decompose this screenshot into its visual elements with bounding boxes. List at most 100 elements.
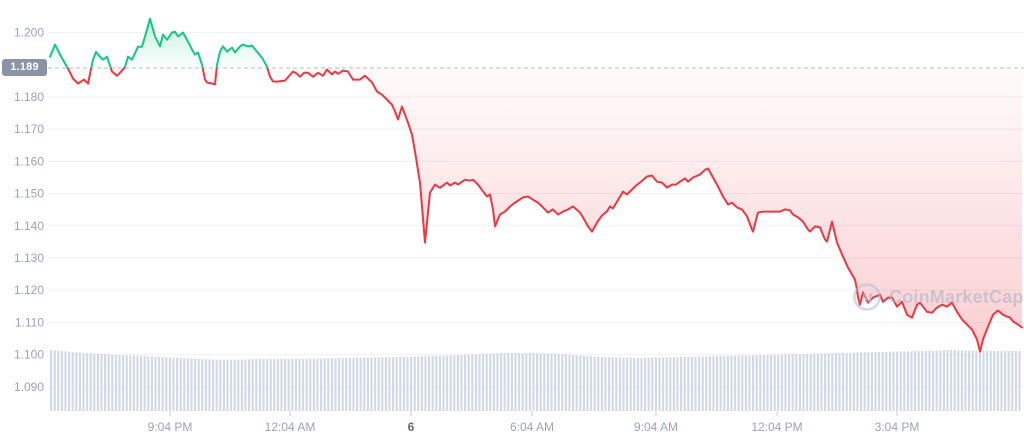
- volume-bar: [366, 357, 369, 411]
- volume-bar: [579, 355, 582, 411]
- volume-bar: [978, 351, 981, 411]
- volume-bar: [784, 354, 787, 411]
- volume-bar: [330, 358, 333, 411]
- volume-bar: [219, 360, 222, 411]
- volume-bar: [816, 353, 819, 411]
- volume-bar: [100, 354, 103, 411]
- volume-bar: [338, 358, 341, 412]
- volume-bar: [672, 357, 675, 411]
- volume-bar: [665, 357, 668, 411]
- volume-bar: [849, 352, 852, 411]
- volume-bar: [845, 352, 848, 411]
- volume-bar: [302, 358, 305, 411]
- x-axis-label: 6: [408, 420, 415, 434]
- volume-bar: [237, 359, 240, 411]
- volume-bar: [572, 354, 575, 411]
- volume-bar: [863, 352, 866, 411]
- volume-bar: [712, 356, 715, 411]
- volume-bar: [651, 357, 654, 411]
- volume-bar: [255, 359, 258, 411]
- volume-bar: [676, 357, 679, 411]
- volume-bar: [176, 357, 179, 411]
- volume-bar: [644, 357, 647, 411]
- volume-bar: [204, 359, 207, 411]
- volume-bar: [719, 356, 722, 411]
- volume-bar: [561, 354, 564, 411]
- volume-bar: [968, 350, 971, 411]
- y-axis-label: 1.120: [14, 283, 44, 297]
- volume-bar: [521, 353, 524, 411]
- volume-bar: [957, 350, 960, 411]
- volume-bar: [93, 353, 96, 411]
- volume-bar: [575, 355, 578, 411]
- volume-bar: [546, 353, 549, 411]
- volume-bar: [615, 357, 618, 411]
- volume-bar: [122, 355, 125, 411]
- volume-bar: [467, 354, 470, 411]
- x-axis-label: 9:04 PM: [148, 420, 193, 434]
- volume-bar: [996, 351, 999, 411]
- volume-bar: [604, 357, 607, 411]
- volume-bar: [770, 354, 773, 411]
- volume-bar: [539, 353, 542, 411]
- volume-bar: [212, 359, 215, 411]
- volume-bar: [950, 350, 953, 411]
- volume-bar: [359, 357, 362, 411]
- volume-bar: [687, 356, 690, 411]
- x-axis-label: 12:04 PM: [751, 420, 802, 434]
- volume-bar: [140, 356, 143, 411]
- volume-bar: [766, 354, 769, 411]
- volume-bar: [777, 354, 780, 411]
- volume-bar: [309, 358, 312, 411]
- volume-bar: [406, 356, 409, 411]
- volume-bar: [564, 354, 567, 411]
- price-area-fill-down: [50, 68, 1022, 352]
- volume-bar: [334, 358, 337, 411]
- volume-bar: [287, 359, 290, 411]
- volume-bar: [50, 350, 53, 411]
- volume-bar: [726, 355, 729, 411]
- volume-bar: [690, 356, 693, 411]
- volume-bar: [532, 353, 535, 411]
- volume-bar: [752, 355, 755, 411]
- volume-bar: [802, 353, 805, 411]
- volume-bar: [428, 356, 431, 411]
- volume-bar: [759, 355, 762, 411]
- volume-bar: [118, 354, 121, 411]
- volume-bar: [514, 353, 517, 411]
- volume-bar: [474, 354, 477, 411]
- volume-bar: [298, 359, 301, 411]
- volume-bar: [636, 357, 639, 411]
- volume-bar: [316, 358, 319, 411]
- volume-bar: [878, 352, 881, 411]
- volume-bar: [111, 354, 114, 411]
- volume-bar: [503, 353, 506, 411]
- volume-bar: [500, 353, 503, 411]
- volume-bar: [384, 357, 387, 411]
- volume-bar: [608, 357, 611, 411]
- volume-bar: [269, 359, 272, 411]
- volume-bar: [395, 357, 398, 411]
- volume-bar: [64, 351, 67, 411]
- volume-bar: [381, 357, 384, 411]
- volume-bar: [341, 358, 344, 411]
- volume-bar: [698, 356, 701, 411]
- volume-bar: [273, 359, 276, 411]
- volume-bar: [932, 350, 935, 411]
- volume-bar: [906, 351, 909, 411]
- volume-bar: [852, 352, 855, 411]
- volume-bar: [892, 351, 895, 411]
- volume-bar: [485, 353, 488, 411]
- volume-bar: [370, 357, 373, 411]
- volume-bar: [993, 351, 996, 411]
- volume-bar: [435, 355, 438, 411]
- volume-bar: [888, 351, 891, 411]
- volume-bar: [222, 359, 225, 411]
- volume-bar: [633, 357, 636, 411]
- volume-bar: [363, 357, 366, 411]
- volume-bar: [586, 356, 589, 411]
- volume-bar: [831, 353, 834, 411]
- volume-bar: [453, 355, 456, 411]
